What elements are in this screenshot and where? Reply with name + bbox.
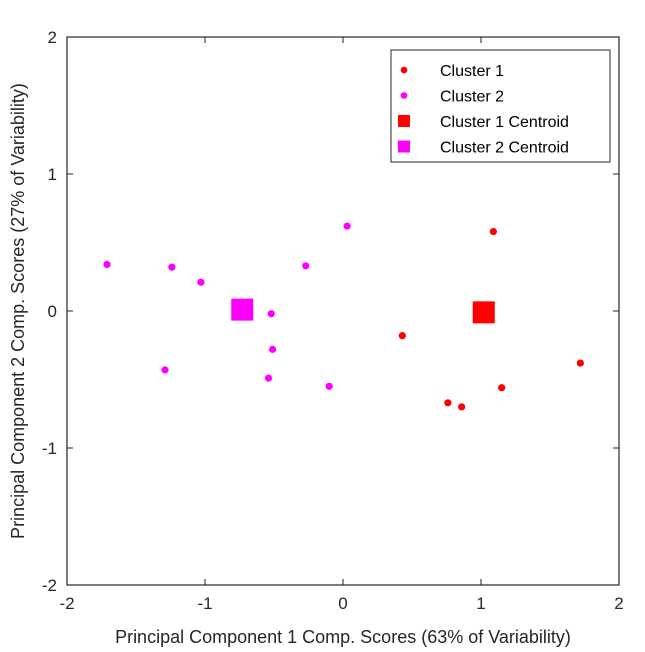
cluster-1-point <box>444 399 452 407</box>
legend-label-cluster-1-centroid: Cluster 1 Centroid <box>440 114 569 131</box>
cluster-2-point <box>302 262 310 270</box>
y-tick-label: -2 <box>42 576 57 595</box>
x-tick-label: 1 <box>476 594 485 613</box>
cluster-2-point <box>168 263 176 271</box>
x-tick-label: -1 <box>197 594 212 613</box>
cluster-1-point <box>576 359 584 367</box>
cluster-1-point <box>489 227 498 236</box>
x-tick-label: -2 <box>59 594 74 613</box>
y-tick-label: 1 <box>48 165 57 184</box>
data-marks <box>103 222 584 411</box>
legend-label-cluster-1: Cluster 1 <box>440 63 504 80</box>
cluster-2-centroid-marker <box>231 298 254 321</box>
y-tick-label: 0 <box>48 302 57 321</box>
cluster-2-point <box>269 345 277 353</box>
cluster-1-point <box>458 403 466 411</box>
cluster-2-point <box>161 366 169 374</box>
legend-swatch-cluster-1-centroid <box>398 115 410 127</box>
legend-swatch-cluster-1 <box>400 66 408 74</box>
cluster-1-centroid-marker <box>472 301 495 324</box>
cluster-1-point <box>398 332 406 340</box>
legend: Cluster 1 Cluster 2 Cluster 1 Centroid Clus… <box>390 49 611 163</box>
legend-swatch-cluster-2-centroid <box>398 140 410 153</box>
cluster-2-point <box>325 382 333 390</box>
legend-label-cluster-2-centroid: Cluster 2 Centroid <box>440 140 569 157</box>
cluster-2-point <box>264 374 273 382</box>
y-axis-label: Principal Component 2 Comp. Scores (27% … <box>8 83 28 539</box>
cluster-2-point <box>267 310 275 318</box>
cluster-1-point <box>498 384 506 392</box>
x-tick-label: 2 <box>614 594 623 613</box>
legend-box <box>390 49 611 163</box>
legend-label-cluster-2: Cluster 2 <box>440 89 504 106</box>
cluster-2-point <box>197 278 205 286</box>
y-tick-label: 2 <box>48 28 57 47</box>
cluster-2-point <box>343 222 351 230</box>
x-axis-label: Principal Component 1 Comp. Scores (63% … <box>115 627 571 647</box>
x-tick-label: 0 <box>338 594 347 613</box>
y-tick-label: -1 <box>42 439 57 458</box>
axis-ticks: -2 -1 0 1 2 -2 -1 0 1 2 <box>42 28 624 613</box>
legend-swatch-cluster-2 <box>400 92 408 99</box>
cluster-2-point <box>103 260 111 269</box>
